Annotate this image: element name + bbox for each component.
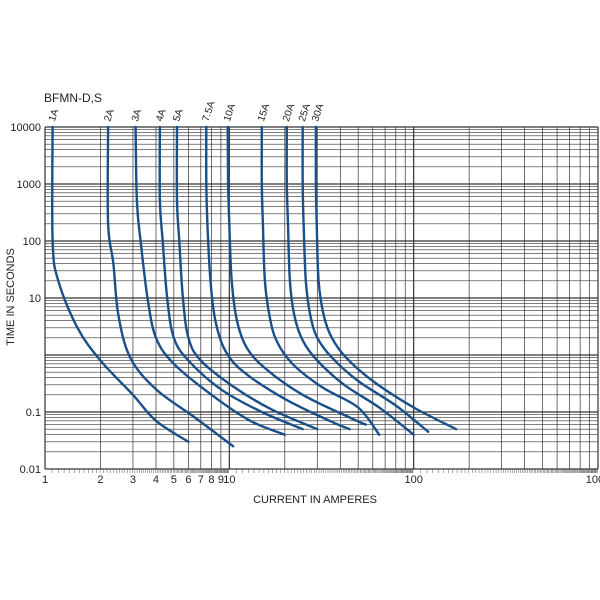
x-tick-label: 6 bbox=[185, 474, 191, 486]
curve-3A bbox=[134, 125, 286, 436]
y-axis-tick-labels: 10000 1000 100 10 0.1 0.01 bbox=[10, 122, 41, 476]
chart-grid bbox=[44, 126, 599, 473]
curve-5A bbox=[175, 125, 319, 431]
curve-15A bbox=[260, 125, 381, 436]
curve-label: 15A bbox=[256, 102, 272, 123]
curve-label: 4A bbox=[154, 108, 168, 123]
y-tick-label: 1000 bbox=[17, 179, 41, 191]
y-tick-label: 100 bbox=[23, 236, 41, 248]
y-tick-label: 0.01 bbox=[20, 464, 41, 476]
chart-curves bbox=[51, 125, 458, 448]
curve-label: 25A bbox=[297, 102, 313, 123]
x-tick-label: 4 bbox=[153, 474, 159, 486]
curve-label: 30A bbox=[310, 102, 326, 123]
curve-label: 3A bbox=[130, 108, 144, 123]
x-tick-label: 10 bbox=[223, 474, 235, 486]
x-tick-label: 7 bbox=[198, 474, 204, 486]
y-axis-title: TIME IN SECONDS bbox=[5, 248, 17, 346]
curve-1A bbox=[51, 125, 190, 443]
chart-title: BFMN-D,S bbox=[44, 91, 102, 105]
curve-7-5A bbox=[205, 125, 351, 431]
y-tick-label: 10 bbox=[29, 293, 41, 305]
curve-label: 5A bbox=[171, 108, 185, 123]
x-axis-title: CURRENT IN AMPERES bbox=[253, 494, 377, 506]
x-tick-label: 2 bbox=[97, 474, 103, 486]
x-tick-label: 8 bbox=[208, 474, 214, 486]
y-tick-label: 10000 bbox=[10, 122, 41, 134]
x-tick-label: 5 bbox=[171, 474, 177, 486]
curve-label: 1A bbox=[47, 108, 61, 123]
curve-4A bbox=[158, 125, 304, 431]
curve-2A bbox=[106, 125, 235, 448]
y-tick-label: 0.1 bbox=[26, 407, 41, 419]
x-tick-label: 3 bbox=[130, 474, 136, 486]
curve-30A bbox=[314, 125, 458, 431]
curve-label: 10A bbox=[222, 102, 238, 123]
curve-10A bbox=[226, 125, 367, 426]
curve-label: 2A bbox=[103, 108, 117, 123]
curve-20A bbox=[285, 125, 415, 436]
x-tick-label: 1000 bbox=[586, 474, 600, 486]
x-tick-label: 9 bbox=[218, 474, 224, 486]
x-tick-label: 100 bbox=[404, 474, 422, 486]
x-tick-label: 1 bbox=[42, 474, 48, 486]
curve-label: 20A bbox=[281, 102, 297, 123]
curve-25A bbox=[301, 125, 430, 433]
